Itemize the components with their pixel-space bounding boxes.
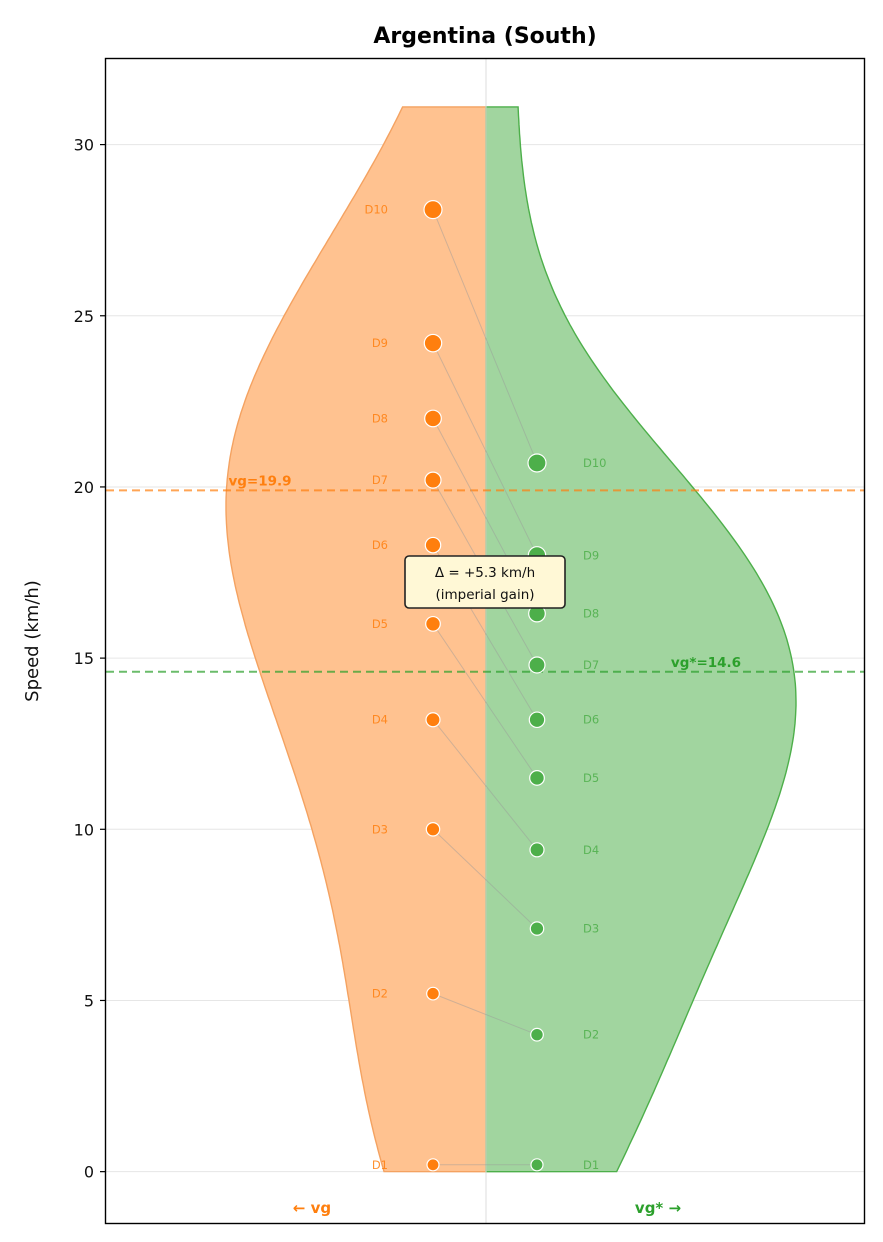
y-tick-label: 30 xyxy=(74,136,94,155)
left-decile-label: D10 xyxy=(365,203,389,217)
left-decile-point xyxy=(423,200,443,220)
left-decile-point xyxy=(426,986,440,1001)
annotation-line-1: Δ = +5.3 km/h xyxy=(435,565,535,581)
decile-connector xyxy=(432,993,538,1036)
right-decile-label: D10 xyxy=(583,456,607,470)
y-tick-label: 20 xyxy=(74,478,94,497)
left-decile-label: D4 xyxy=(372,713,388,727)
right-decile-label: D9 xyxy=(583,548,599,562)
decile-connector xyxy=(432,719,538,851)
left-decile-label: D1 xyxy=(372,1158,388,1172)
right-mean-label: vg*=14.6 xyxy=(671,655,741,671)
annotation-frame xyxy=(404,555,566,609)
right-decile-point xyxy=(527,453,547,473)
left-mean-label: vg=19.9 xyxy=(228,473,291,489)
decile-points: D1 D2 D3 D4 D5 D6 D7 D8 D9 D10 D1 D2 D3 D4 D5 D6 D7 D8 D9 D… xyxy=(365,200,607,1172)
left-decile-label: D5 xyxy=(372,617,388,631)
right-decile-label: D1 xyxy=(583,1158,599,1172)
left-decile-label: D3 xyxy=(372,822,388,836)
right-decile-label: D5 xyxy=(583,771,599,785)
right-decile-point xyxy=(529,770,545,786)
left-decile-label: D9 xyxy=(372,336,388,350)
decile-connectors xyxy=(432,209,538,1166)
left-side-label: ← vg xyxy=(293,1199,331,1217)
right-decile-label: D8 xyxy=(583,607,599,621)
y-tick-label: 15 xyxy=(74,649,94,668)
y-tick-label: 0 xyxy=(84,1163,94,1182)
left-decile-label: D6 xyxy=(372,538,388,552)
mean-lines: vg=19.9 vg*=14.6 xyxy=(106,473,864,673)
left-decile-point xyxy=(425,712,441,728)
right-side-label: vg* → xyxy=(635,1199,681,1217)
left-decile-point xyxy=(425,615,441,632)
right-decile-point xyxy=(530,1027,544,1042)
decile-connector xyxy=(432,209,538,464)
left-decile-label: D2 xyxy=(372,987,388,1001)
annotation-line-2: (imperial gain) xyxy=(435,587,534,603)
left-decile-point xyxy=(424,471,442,489)
left-violin-vg xyxy=(225,106,487,1173)
y-tick-label: 10 xyxy=(74,820,94,839)
right-violin-vg-star xyxy=(485,106,797,1173)
annotation-box: Δ = +5.3 km/h (imperial gain) xyxy=(404,555,566,609)
left-decile-point xyxy=(424,409,442,428)
right-decile-point xyxy=(529,921,545,936)
left-decile-point xyxy=(426,1158,440,1172)
right-decile-label: D7 xyxy=(583,658,599,672)
right-decile-point xyxy=(528,656,546,674)
left-decile-label: D7 xyxy=(372,473,388,487)
chart-title: Argentina (South) xyxy=(373,24,596,49)
right-decile-point xyxy=(530,1158,544,1172)
y-axis-ticks: 0 5 10 15 20 25 30 xyxy=(74,136,106,1182)
left-decile-point xyxy=(423,333,443,353)
right-decile-point xyxy=(528,711,546,729)
right-decile-label: D3 xyxy=(583,922,599,936)
left-decile-point xyxy=(424,536,442,554)
left-decile-label: D8 xyxy=(372,411,388,425)
decile-connector xyxy=(432,623,538,779)
plot-frame xyxy=(104,57,866,1225)
decile-connector xyxy=(432,342,538,556)
y-tick-label: 5 xyxy=(84,991,94,1010)
y-tick-label: 25 xyxy=(74,307,94,326)
left-decile-point xyxy=(425,821,441,837)
right-decile-label: D2 xyxy=(583,1028,599,1042)
y-axis-title: Speed (km/h) xyxy=(22,580,43,702)
right-decile-label: D4 xyxy=(583,843,599,857)
right-decile-label: D6 xyxy=(583,713,599,727)
decile-connector xyxy=(432,828,538,929)
right-decile-point xyxy=(529,842,545,858)
